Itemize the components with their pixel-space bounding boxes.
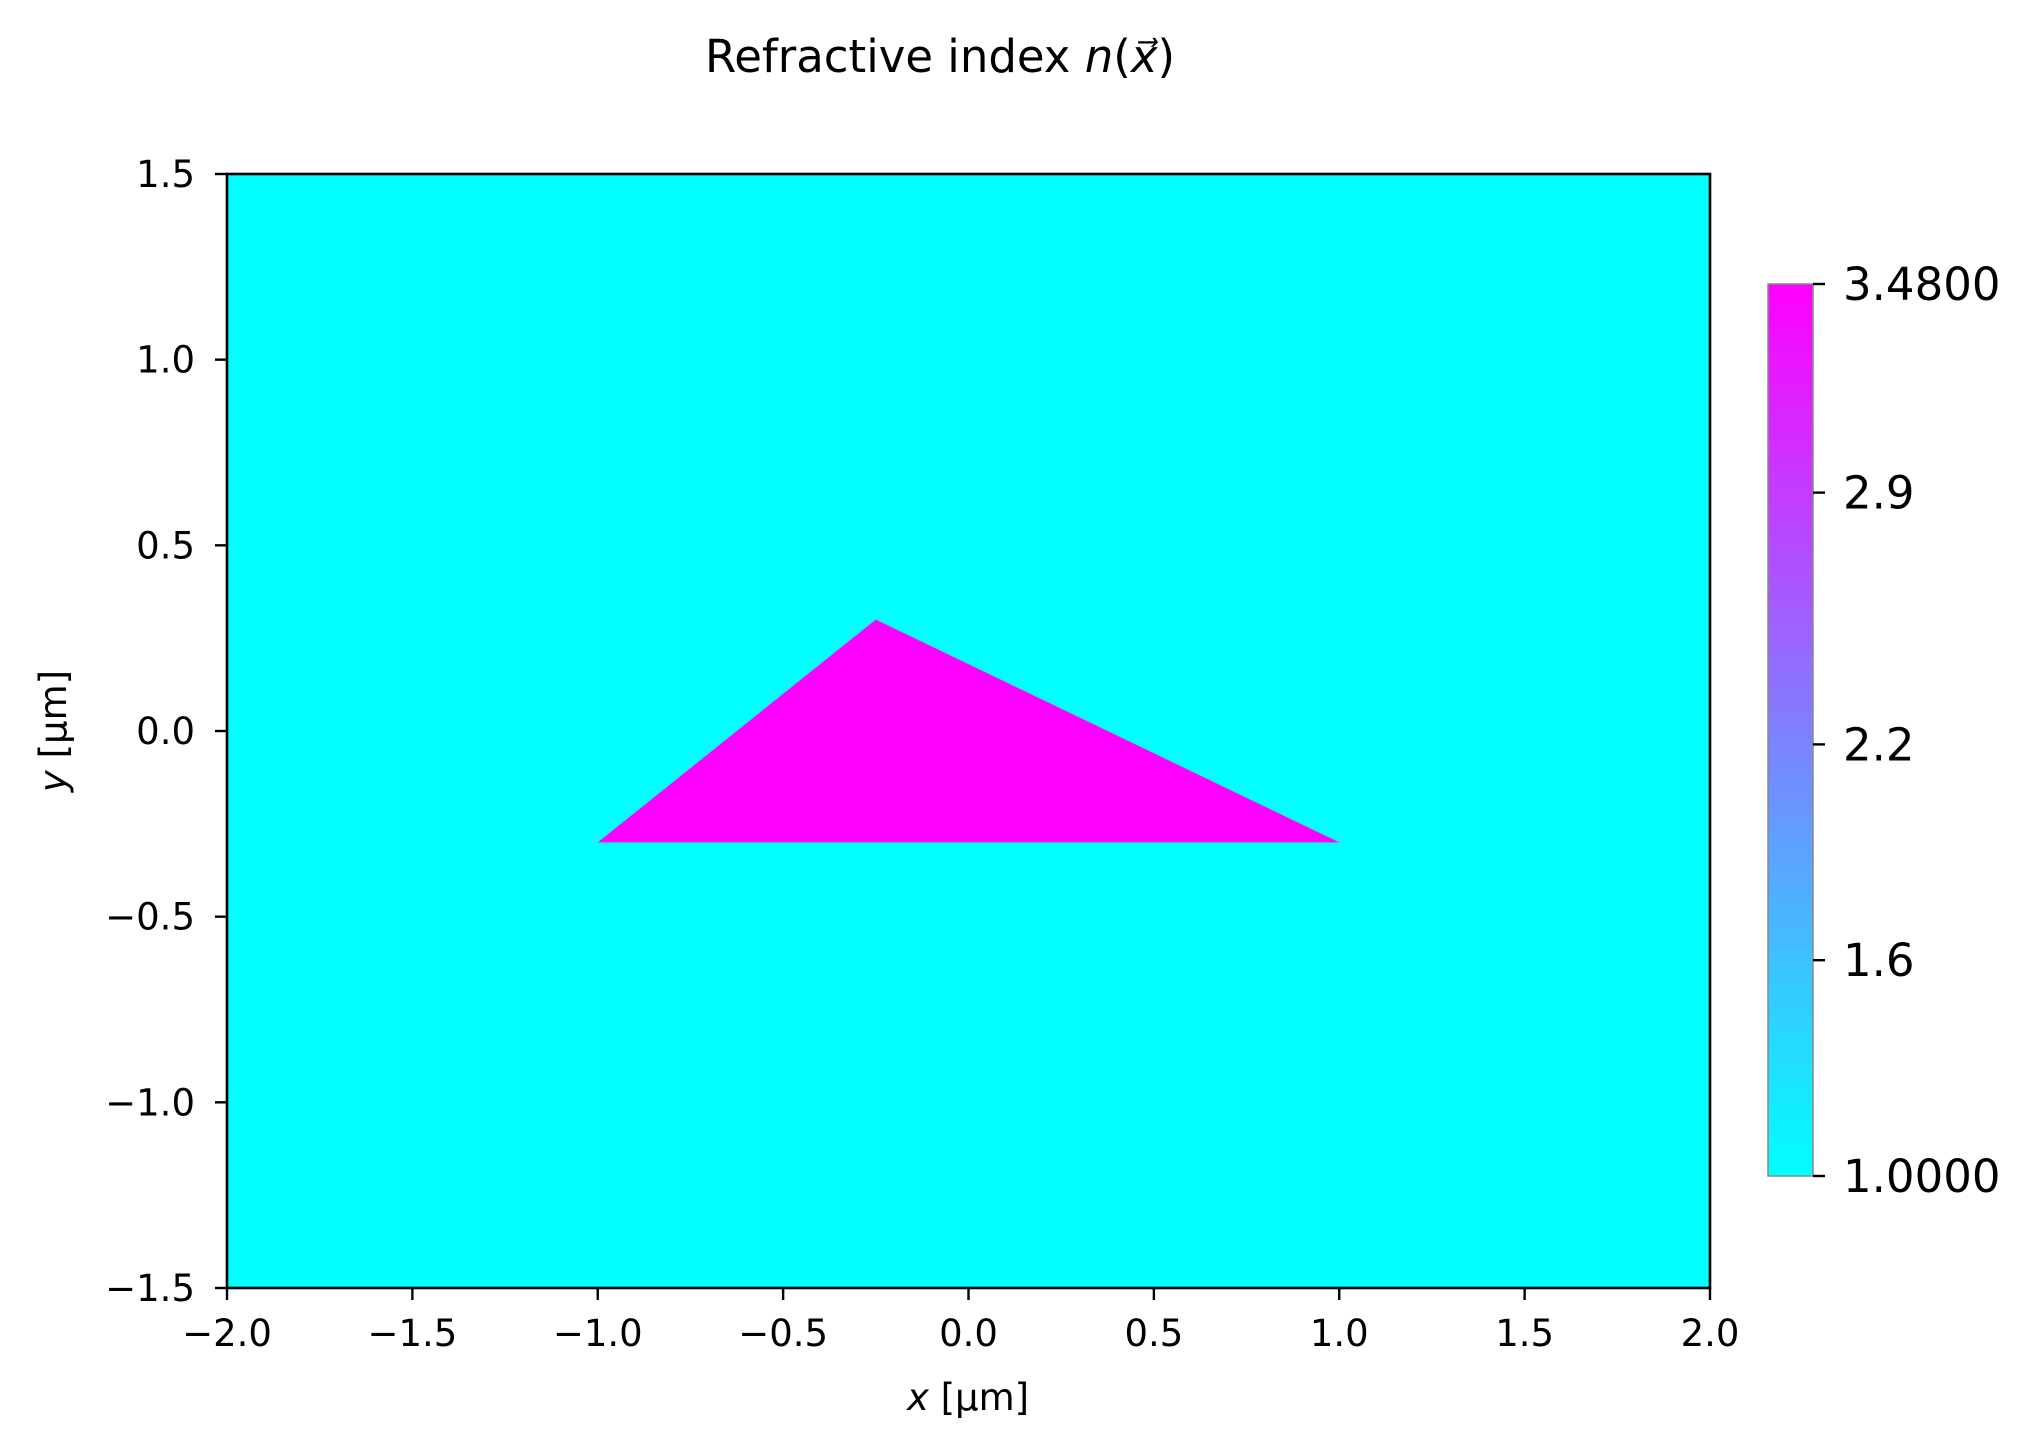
- x-tick-label: 0.5: [1124, 1312, 1183, 1355]
- x-tick-label: −1.0: [553, 1312, 643, 1355]
- y-tick-label: −1.0: [105, 1081, 195, 1124]
- colorbar-ticks: 3.4800 2.9 2.2 1.6 1.0000: [1813, 258, 2000, 1203]
- region-triangle-0: [597, 619, 1340, 843]
- x-tick-label: −2.0: [182, 1312, 272, 1355]
- y-axis-ticks: 1.5 1.0 0.5 0.0 −0.5 −1.0 −1.5: [105, 153, 227, 1310]
- x-tick-label: 1.5: [1495, 1312, 1554, 1355]
- colorbar-tick-label: 2.9: [1843, 467, 1915, 520]
- colorbar: 3.4800 2.9 2.2 1.6 1.0000: [1767, 258, 2000, 1203]
- regions-layer: [597, 619, 1340, 843]
- plot-area: [225, 172, 1712, 1290]
- y-tick-label: 1.0: [136, 339, 195, 382]
- y-tick-label: 0.0: [136, 710, 195, 753]
- x-tick-label: −1.5: [367, 1312, 457, 1355]
- x-tick-label: 1.0: [1310, 1312, 1369, 1355]
- x-tick-label: −0.5: [738, 1312, 828, 1355]
- y-tick-label: 1.5: [136, 153, 195, 196]
- y-axis-label: y [µm]: [32, 670, 75, 793]
- colorbar-gradient: [1767, 283, 1814, 1177]
- y-tick-label: 0.5: [136, 524, 195, 567]
- colorbar-tick-label: 2.2: [1843, 718, 1915, 771]
- y-tick-label: −1.5: [105, 1267, 195, 1310]
- x-tick-label: 2.0: [1681, 1312, 1740, 1355]
- colorbar-tick-label: 1.6: [1843, 934, 1915, 987]
- x-axis-ticks: −2.0 −1.5 −1.0 −0.5 0.0 0.5 1.0 1.5 2.0: [182, 1288, 1739, 1355]
- y-tick-label: −0.5: [105, 896, 195, 939]
- colorbar-tick-label: 3.4800: [1843, 258, 2000, 311]
- x-axis-label: x [µm]: [906, 1376, 1029, 1419]
- chart-title: Refractive index n(x⃗): [705, 30, 1175, 83]
- colorbar-tick-label: 1.0000: [1843, 1150, 2000, 1203]
- x-tick-label: 0.0: [939, 1312, 998, 1355]
